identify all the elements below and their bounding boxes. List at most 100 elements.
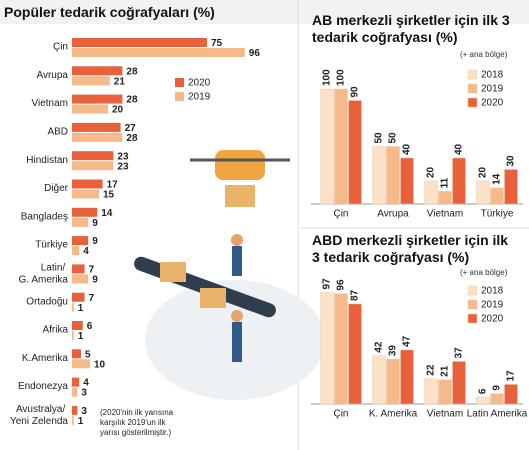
bar	[72, 405, 78, 415]
value-label: 23	[117, 161, 129, 172]
note: (2020'nin ilk yarısına karşılık 2019'un …	[100, 408, 174, 437]
bar	[424, 378, 438, 405]
bar	[386, 146, 400, 205]
bar	[72, 349, 81, 359]
value-label: 1	[78, 416, 84, 427]
category-label: Vietnam	[31, 98, 68, 109]
value-label: 1	[78, 331, 84, 342]
value-label: 90	[350, 86, 361, 98]
category-label: Ortadoğu	[26, 296, 68, 307]
legend-label: 2018	[481, 70, 504, 81]
value-label: 100	[336, 69, 347, 86]
value-label: 7	[89, 293, 95, 304]
value-label: 6	[478, 388, 489, 394]
value-label: 14	[101, 208, 113, 219]
bar	[72, 415, 74, 425]
value-label: 5	[85, 349, 91, 360]
category-label: ABD	[47, 127, 68, 138]
category-label: Diğer	[44, 183, 69, 194]
legend-label: 2020	[188, 78, 211, 89]
bar	[72, 292, 85, 302]
value-label: 50	[374, 132, 385, 144]
bar	[72, 236, 89, 246]
bar	[72, 122, 121, 132]
legend-swatch	[175, 78, 184, 87]
bar	[72, 132, 123, 142]
value-label: 6	[87, 321, 93, 332]
value-label: 9	[92, 275, 98, 286]
value-label: 47	[402, 335, 413, 347]
bar	[72, 189, 99, 199]
bar	[72, 359, 90, 369]
bar	[320, 88, 334, 205]
bar	[490, 393, 504, 405]
bar	[372, 355, 386, 405]
value-label: 50	[388, 132, 399, 144]
category-label: Hindistan	[26, 155, 68, 166]
legend-label: 2020	[481, 98, 504, 109]
bar	[72, 151, 114, 161]
value-label: 9	[492, 385, 503, 391]
bar	[72, 264, 85, 274]
value-label: 9	[92, 218, 98, 229]
category-label: Türkiye	[481, 209, 514, 220]
value-label: 96	[249, 48, 261, 59]
legend-swatch	[467, 313, 478, 324]
value-label: 37	[454, 347, 465, 359]
bar	[320, 292, 334, 405]
bar	[72, 179, 103, 189]
value-label: 4	[83, 378, 89, 389]
legend-swatch	[467, 69, 478, 80]
value-label: 17	[506, 370, 517, 382]
value-label: 17	[107, 180, 119, 191]
value-label: 22	[426, 364, 437, 376]
chart-subtitle: (+ ana bölge)	[460, 50, 508, 59]
value-label: 28	[126, 95, 138, 106]
bar	[348, 303, 362, 405]
value-label: 9	[92, 236, 98, 247]
title-band	[0, 0, 529, 24]
bar	[504, 169, 518, 205]
chart-subtitle: (+ ana bölge)	[460, 268, 508, 277]
value-label: 30	[506, 155, 517, 167]
value-label: 10	[94, 359, 106, 370]
bar	[72, 48, 245, 57]
value-label: 14	[492, 173, 503, 185]
category-label: Çin	[53, 42, 68, 53]
value-label: 20	[112, 105, 124, 116]
bar	[72, 104, 108, 114]
category-label: Vietnam	[427, 209, 464, 220]
legend-label: 2019	[188, 92, 211, 103]
bar	[386, 358, 400, 405]
category-label: Latin/ G. Amerika	[19, 262, 69, 285]
category-label: Çin	[333, 209, 348, 220]
bar	[72, 246, 80, 256]
legend-swatch	[467, 285, 478, 296]
bar	[438, 191, 452, 205]
bar	[72, 321, 83, 330]
category-label: Avustralya/ Yeni Zelenda	[10, 404, 68, 427]
value-label: 21	[114, 76, 126, 87]
legend-label: 2018	[481, 286, 504, 297]
legend-label: 2019	[481, 300, 504, 311]
bar	[476, 396, 490, 405]
bar	[438, 379, 452, 405]
bar	[72, 94, 123, 104]
bar	[400, 157, 414, 205]
value-label: 3	[81, 406, 87, 417]
bar	[72, 217, 89, 227]
category-label: K.Amerika	[22, 353, 69, 364]
bar	[372, 146, 386, 205]
value-label: 15	[103, 190, 115, 201]
chart-title: AB merkezli şirketler için ilk 3 tedarik…	[312, 12, 510, 45]
category-label: Afrika	[42, 325, 68, 336]
value-label: 3	[81, 388, 87, 399]
chart-title: ABD merkezli şirketler için ilk 3 tedari…	[312, 232, 509, 265]
value-label: 23	[117, 151, 129, 162]
value-label: 97	[322, 278, 333, 290]
category-label: Endonezya	[18, 381, 68, 392]
legend-swatch	[467, 83, 478, 94]
bar	[490, 187, 504, 205]
